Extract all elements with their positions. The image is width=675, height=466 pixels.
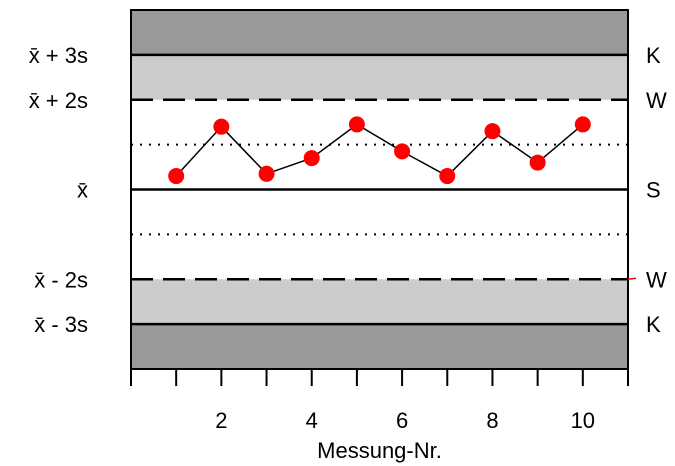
x-axis: 2 4 6 8 10: [130, 368, 629, 433]
x-tick-label-10: 10: [571, 408, 595, 433]
left-label-1: x̄ + 2s: [29, 88, 88, 113]
right-label-6: K: [646, 312, 661, 337]
left-label-5: x̄ - 2s: [34, 267, 88, 292]
left-label-0: x̄ + 3s: [29, 43, 88, 68]
data-point-1: [168, 168, 185, 185]
x-tick-label-4: 4: [306, 408, 318, 433]
right-label-1: W: [646, 88, 667, 113]
x-tick-label-6: 6: [396, 408, 408, 433]
right-label-3: S: [646, 178, 661, 203]
marker-tick: [627, 277, 637, 280]
control-lines: [131, 53, 628, 326]
band-2: [131, 279, 628, 325]
control-bands: [131, 10, 628, 369]
left-label-6: x̄ - 3s: [34, 312, 88, 337]
x-tick-label-2: 2: [215, 408, 227, 433]
data-point-7: [439, 168, 456, 185]
data-series: [168, 116, 591, 185]
right-label-0: K: [646, 43, 661, 68]
data-point-10: [574, 116, 591, 133]
x-tick-label-8: 8: [486, 408, 498, 433]
x-axis-label: Messung-Nr.: [317, 438, 442, 463]
data-point-9: [529, 154, 546, 171]
left-label-3: x̄: [77, 178, 88, 203]
data-point-2: [213, 118, 230, 135]
data-point-3: [258, 165, 275, 182]
data-point-8: [484, 123, 501, 140]
data-point-6: [394, 143, 411, 160]
left-labels: x̄ + 3s x̄ + 2s x̄ x̄ - 2s x̄ - 3s: [29, 43, 88, 337]
right-label-5: W: [646, 267, 667, 292]
band-1: [131, 54, 628, 100]
band-3: [131, 324, 628, 369]
band-0: [131, 10, 628, 55]
data-point-5: [348, 116, 365, 133]
series-line-0: [175, 123, 584, 177]
data-point-4: [303, 150, 320, 167]
